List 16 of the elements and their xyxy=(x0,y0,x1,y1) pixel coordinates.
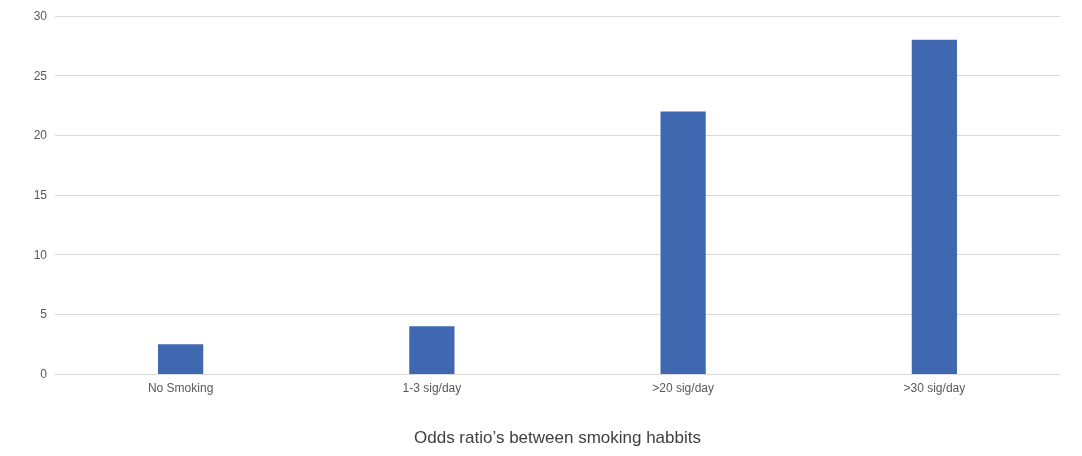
y-tick-label: 30 xyxy=(33,9,48,23)
y-tick-label: 15 xyxy=(33,188,48,202)
x-tick-label: >20 sig/day xyxy=(652,381,714,395)
y-tick-label: 0 xyxy=(40,367,48,381)
y-tick-label: 5 xyxy=(40,307,48,322)
bar xyxy=(158,344,204,374)
x-tick-label: 1-3 sig/day xyxy=(402,381,462,395)
bar xyxy=(660,111,706,374)
y-tick-label: 20 xyxy=(33,128,48,143)
x-tick-label: No Smoking xyxy=(147,381,214,395)
x-axis-title: Odds ratio’s between smoking habbits xyxy=(414,428,701,447)
bar xyxy=(911,39,957,374)
x-tick-label: >30 sig/day xyxy=(903,381,966,395)
y-tick-label: 25 xyxy=(33,68,48,83)
bar xyxy=(409,326,455,374)
y-tick-label: 10 xyxy=(33,247,48,262)
